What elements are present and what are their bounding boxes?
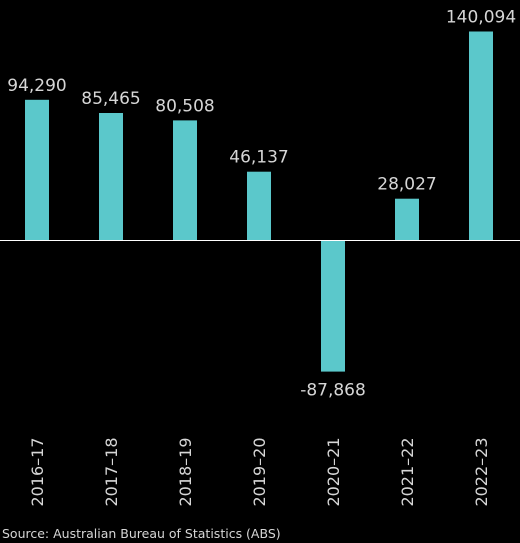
value-label-2017-18: 85,465 xyxy=(81,89,140,109)
category-label-2016-17: 2016–17 xyxy=(28,437,47,506)
source-note: Source: Australian Bureau of Statistics … xyxy=(2,526,281,541)
bar-2016-17 xyxy=(25,99,49,241)
category-label-2019-20: 2019–20 xyxy=(250,437,269,506)
category-label-2021-22: 2021–22 xyxy=(398,437,417,506)
value-label-2020-21: -87,868 xyxy=(300,381,366,401)
category-label-2020-21: 2020–21 xyxy=(324,437,343,506)
value-label-2018-19: 80,508 xyxy=(155,96,214,116)
category-label-2022-23: 2022–23 xyxy=(472,437,491,506)
bar-2017-18 xyxy=(99,113,123,241)
category-labels: 2016–17 2017–18 2018–19 2019–20 2020–21 2021–… xyxy=(28,437,491,506)
bar-2019-20 xyxy=(247,171,271,241)
category-label-2017-18: 2017–18 xyxy=(102,437,121,506)
value-labels: 94,290 85,465 80,508 46,137 -87,868 28,027 140… xyxy=(7,8,516,401)
bar-2022-23 xyxy=(469,31,493,241)
value-label-2022-23: 140,094 xyxy=(446,8,516,28)
value-label-2019-20: 46,137 xyxy=(229,148,288,168)
bar-2020-21 xyxy=(321,240,345,372)
bars xyxy=(25,31,493,372)
value-label-2016-17: 94,290 xyxy=(7,76,66,96)
category-label-2018-19: 2018–19 xyxy=(176,437,195,506)
bar-2018-19 xyxy=(173,120,197,241)
bar-2021-22 xyxy=(395,198,419,241)
value-label-2021-22: 28,027 xyxy=(377,175,436,195)
